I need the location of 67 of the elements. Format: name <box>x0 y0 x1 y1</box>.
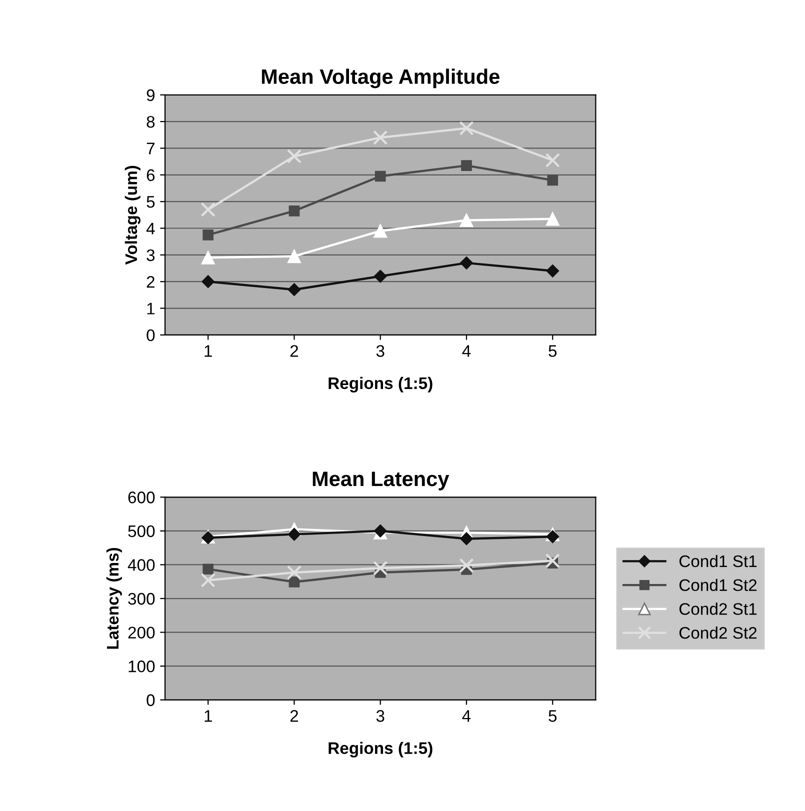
x-tick-label: 4 <box>462 710 471 722</box>
y-tick-label: 500 <box>128 525 155 538</box>
point <box>200 202 216 217</box>
point <box>201 250 215 264</box>
point <box>461 160 472 171</box>
y-tick-label: 200 <box>128 626 155 639</box>
legend-label: Cond2 St2 <box>679 626 757 639</box>
point <box>288 283 301 296</box>
point <box>373 130 388 145</box>
y-tick-label: 100 <box>128 660 155 672</box>
y-tick-label: 7 <box>146 142 154 154</box>
point <box>460 256 473 270</box>
y-tick-label: 0 <box>146 329 155 342</box>
point <box>459 120 474 136</box>
point <box>545 553 560 568</box>
x-axis-title: Regions (1:5) <box>328 376 432 392</box>
point <box>374 224 388 238</box>
legend-label: Cond2 St1 <box>679 602 757 615</box>
point <box>546 212 560 226</box>
point <box>374 170 386 182</box>
point <box>546 530 560 544</box>
y-tick-label: 8 <box>146 116 155 128</box>
x-axis-title: Regions (1:5) <box>328 742 432 758</box>
point <box>546 264 560 278</box>
x-tick-label: 1 <box>204 345 212 357</box>
x-tick-label: 3 <box>376 710 384 722</box>
y-tick-label: 4 <box>146 222 155 234</box>
x-tick-label: 5 <box>548 345 557 357</box>
point <box>374 270 387 283</box>
point <box>547 174 558 186</box>
point <box>288 206 300 216</box>
chart-title: Mean Voltage Amplitude <box>262 68 500 88</box>
point <box>287 249 302 264</box>
point <box>202 564 214 575</box>
legend-label: Cond1 St2 <box>679 578 757 592</box>
y-tick-label: 300 <box>128 592 155 605</box>
x-tick-label: 2 <box>290 345 298 357</box>
y-axis-title: Voltage (um) <box>124 166 140 265</box>
point <box>286 565 302 580</box>
x-tick-label: 1 <box>204 710 212 722</box>
point <box>202 230 214 240</box>
point <box>288 576 300 588</box>
y-tick-label: 1 <box>147 302 154 314</box>
y-tick-label: 600 <box>128 492 155 504</box>
y-tick-label: 9 <box>146 89 155 102</box>
point <box>460 213 474 228</box>
point <box>202 275 215 288</box>
point <box>545 152 560 168</box>
x-tick-label: 5 <box>548 710 557 722</box>
point <box>373 560 388 576</box>
point <box>460 532 473 546</box>
y-tick-label: 5 <box>146 196 155 208</box>
y-tick-label: 400 <box>128 559 155 571</box>
y-axis-title: Latency (ms) <box>106 548 122 649</box>
chart-title: Mean Latency <box>312 472 450 490</box>
point <box>200 572 216 588</box>
legend-label: Cond1 St1 <box>679 554 757 568</box>
x-tick-label: 4 <box>462 345 471 357</box>
y-tick-label: 2 <box>146 276 154 288</box>
y-tick-label: 0 <box>146 694 155 706</box>
y-tick-label: 6 <box>146 169 155 182</box>
point <box>286 148 302 164</box>
point <box>288 528 301 541</box>
x-tick-label: 2 <box>290 710 298 722</box>
point <box>459 558 474 573</box>
x-tick-label: 3 <box>376 345 384 357</box>
y-tick-label: 3 <box>146 249 155 262</box>
